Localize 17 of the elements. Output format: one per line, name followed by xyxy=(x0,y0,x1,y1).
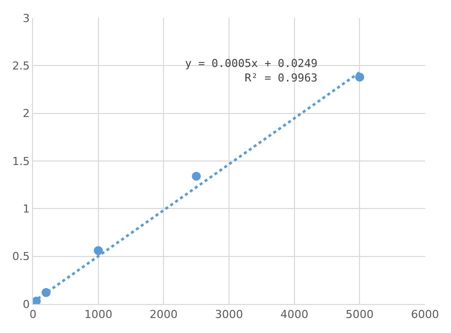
y-tick-label: 1.5 xyxy=(12,154,30,168)
y-tick-label: 0.5 xyxy=(12,250,30,264)
x-tick-label: 6000 xyxy=(411,308,439,322)
x-tick-label: 3000 xyxy=(215,308,243,322)
annotation: y = 0.0005x + 0.0249 R² = 0.9963 xyxy=(185,57,318,84)
y-tick-label: 3 xyxy=(22,12,30,25)
x-tick-label: 5000 xyxy=(346,308,374,322)
x-tick-label: 2000 xyxy=(150,308,178,322)
y-tick-label: 1 xyxy=(22,202,30,216)
point xyxy=(94,246,103,256)
x-tick-label: 1000 xyxy=(84,308,112,322)
y-tick-label: 2.5 xyxy=(12,60,30,73)
y-tick-label: 2 xyxy=(22,107,30,120)
y-tick-label: 0 xyxy=(22,298,30,311)
x-tick-label: 4000 xyxy=(280,308,308,322)
point xyxy=(355,72,364,82)
point xyxy=(192,172,201,181)
